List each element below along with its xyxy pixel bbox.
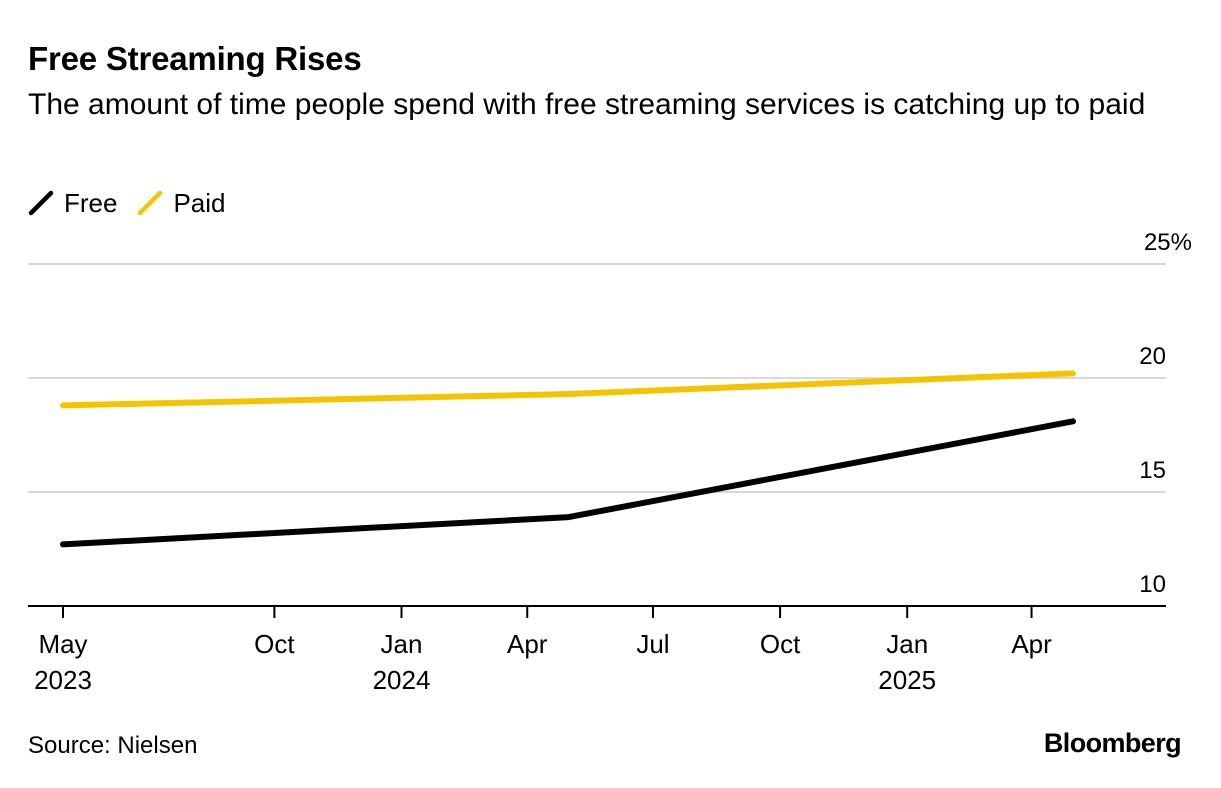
x-axis: May 2023 Oct Jan 2024 Apr Jul Oct Jan 2025 Apr: [28, 605, 1166, 695]
x-tick-label-3: Apr: [507, 629, 548, 659]
y-tick-label-10: 10: [1139, 571, 1166, 598]
x-tick-label-0: May: [38, 629, 87, 659]
series-line-paid: [60, 370, 1076, 409]
legend-item-free: Free: [28, 188, 117, 219]
legend-swatch-paid: [138, 190, 163, 216]
x-tick-label-7: Apr: [1011, 629, 1052, 659]
x-tick-year-label-0: 2023: [34, 665, 92, 695]
chart-subtitle: The amount of time people spend with fre…: [28, 88, 1146, 121]
legend-item-paid: Paid: [137, 187, 226, 219]
legend-label-paid: Paid: [173, 187, 226, 218]
chart-title: Free Streaming Rises: [28, 40, 362, 77]
x-tick-label-5: Oct: [760, 629, 801, 659]
y-tick-label-20: 20: [1139, 343, 1166, 370]
y-tick-label-25: 25%: [1144, 229, 1192, 256]
y-axis-ticks: 10 15 20 25%: [1139, 229, 1192, 598]
legend-swatch-free: [28, 190, 54, 216]
x-tick-label-6: Jan: [886, 629, 928, 659]
x-tick-label-2: Jan: [381, 629, 423, 659]
legend-label-free: Free: [64, 187, 118, 218]
y-tick-label-15: 15: [1139, 457, 1166, 484]
x-tick-label-4: Jul: [636, 629, 669, 659]
x-tick-year-label-6: 2025: [878, 665, 936, 695]
legend: Free Paid: [28, 186, 246, 220]
x-tick-label-1: Oct: [254, 629, 295, 659]
bloomberg-logo: Bloomberg: [1043, 728, 1182, 758]
series-line-free: [60, 418, 1076, 548]
x-tick-year-label-2: 2024: [373, 665, 431, 695]
source-note: Source: Nielsen: [28, 732, 198, 759]
series-lines: [60, 370, 1076, 548]
